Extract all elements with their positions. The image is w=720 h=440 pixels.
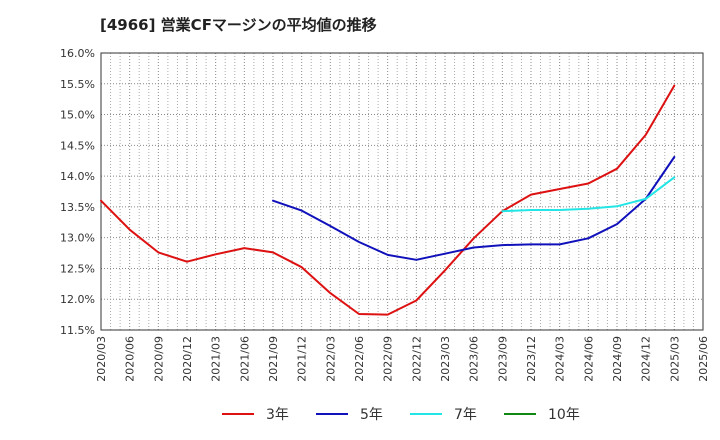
legend: 3年 5年 7年 10年 [222, 407, 580, 423]
x-tick-label: 2024/09 [611, 336, 624, 382]
x-tick-label: 2023/09 [496, 336, 509, 382]
x-tick-label: 2020/09 [152, 336, 165, 382]
series-lines [100, 84, 676, 316]
y-tick-label: 12.0% [60, 293, 95, 306]
legend-label: 5年 [360, 407, 383, 423]
plot-border [100, 52, 704, 331]
series-line [501, 176, 676, 213]
grid [101, 53, 703, 330]
plot-area [101, 53, 703, 330]
x-tick-label: 2025/06 [697, 336, 710, 382]
x-tick-label: 2021/06 [238, 336, 251, 382]
y-tick-label: 15.0% [60, 109, 95, 122]
x-tick-label: 2021/12 [296, 336, 309, 382]
x-tick-label: 2022/03 [324, 336, 337, 382]
y-axis-labels: 16.0% 15.5% 15.0% 14.5% 14.0% 13.5% 13.0% 12.5%… [60, 47, 95, 337]
y-tick-label: 11.5% [60, 324, 95, 337]
y-tick-label: 14.5% [60, 139, 95, 152]
x-tick-label: 2020/06 [124, 336, 137, 382]
series-line [272, 156, 676, 261]
x-tick-label: 2025/03 [668, 336, 681, 382]
x-tick-label: 2024/03 [554, 336, 567, 382]
y-tick-label: 15.5% [60, 78, 95, 91]
y-tick-label: 12.5% [60, 262, 95, 275]
x-tick-label: 2021/03 [210, 336, 223, 382]
x-axis-labels: 2020/03 2020/06 2020/09 2020/12 2021/03 2021/… [95, 336, 710, 382]
chart-title: [4966] 営業CFマージンの平均値の推移 [100, 16, 377, 34]
x-tick-label: 2023/03 [439, 336, 452, 382]
legend-label: 3年 [266, 407, 289, 423]
y-tick-label: 14.0% [60, 170, 95, 183]
x-tick-label: 2022/09 [382, 336, 395, 382]
y-tick-label: 13.0% [60, 232, 95, 245]
x-tick-label: 2021/09 [267, 336, 280, 382]
y-tick-label: 16.0% [60, 47, 95, 60]
series-line [100, 84, 676, 316]
x-tick-label: 2024/12 [640, 336, 653, 382]
legend-label: 10年 [548, 407, 580, 423]
x-tick-label: 2024/06 [582, 336, 595, 382]
x-tick-label: 2022/12 [410, 336, 423, 382]
x-tick-label: 2022/06 [353, 336, 366, 382]
x-tick-label: 2020/12 [181, 336, 194, 382]
x-tick-label: 2020/03 [95, 336, 108, 382]
y-tick-label: 13.5% [60, 201, 95, 214]
legend-label: 7年 [454, 407, 477, 423]
x-tick-label: 2023/06 [468, 336, 481, 382]
x-tick-label: 2023/12 [525, 336, 538, 382]
